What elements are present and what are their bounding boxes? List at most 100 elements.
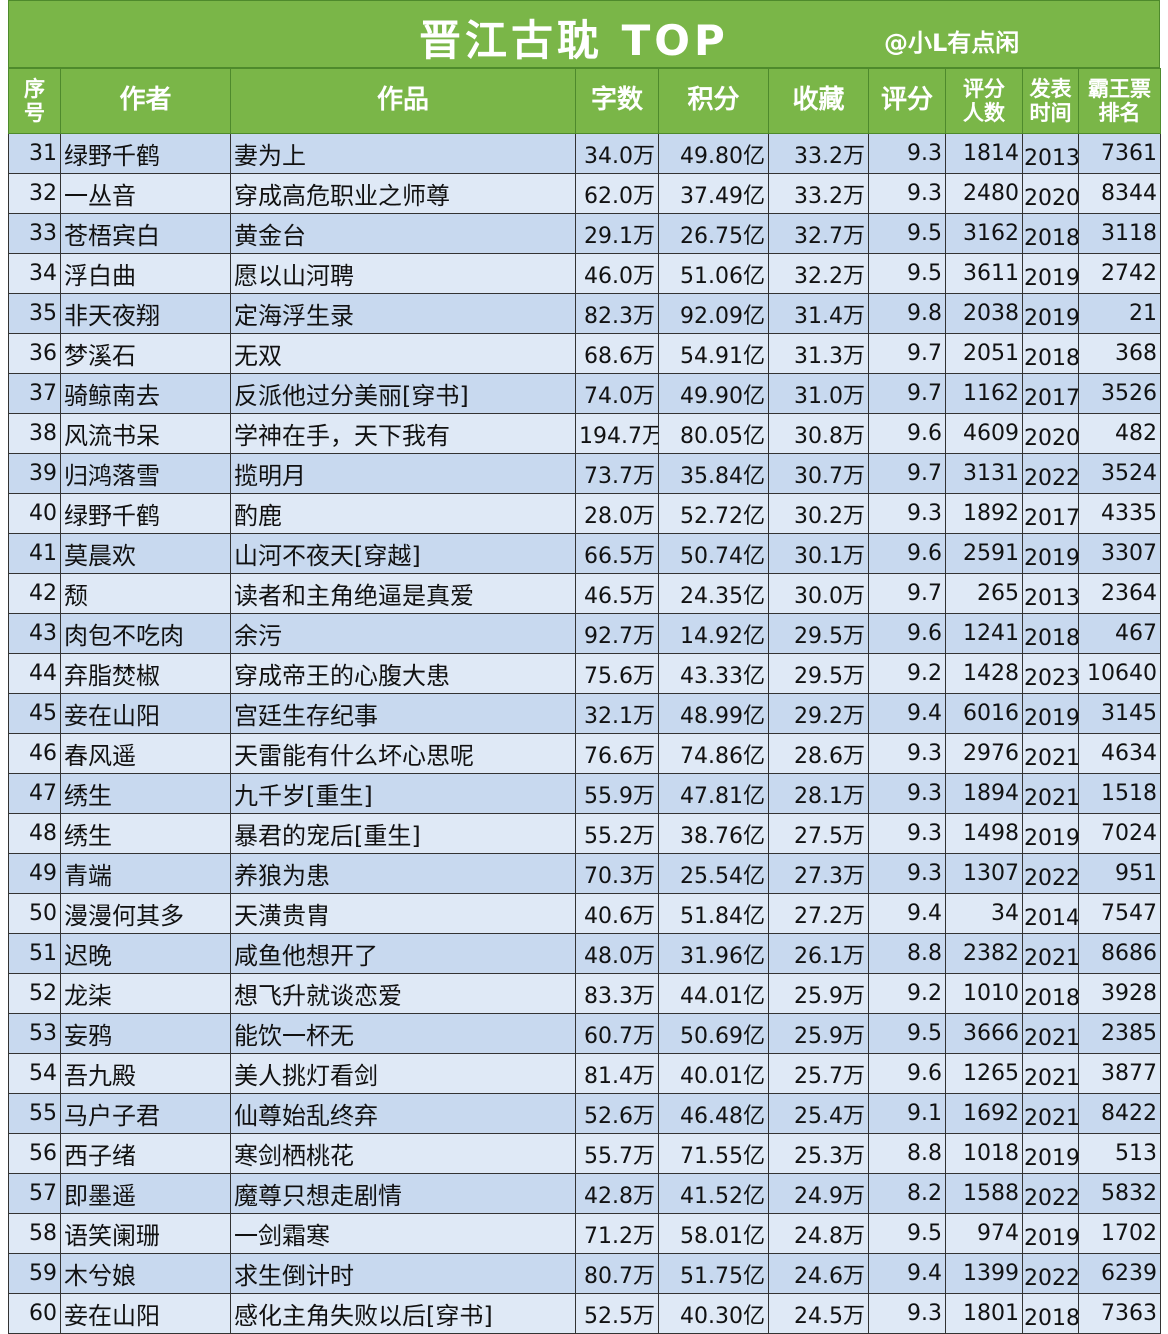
column-header: 作品 [230, 68, 576, 134]
table-cell: 33.2万 [768, 133, 869, 174]
table-cell: 51.75亿 [658, 1253, 769, 1294]
table-cell: 2014 [1022, 893, 1079, 934]
table-cell: 妄鸦 [60, 1013, 231, 1054]
table-cell: 57 [8, 1173, 61, 1214]
table-cell: 92.7万 [575, 613, 659, 654]
table-cell: 2022 [1022, 853, 1079, 894]
table-cell: 26.1万 [768, 933, 869, 974]
table-cell: 2023 [1022, 653, 1079, 694]
table-cell: 30.0万 [768, 573, 869, 614]
table-cell: 31.3万 [768, 333, 869, 374]
table-cell: 29.5万 [768, 653, 869, 694]
table-cell: 骑鲸南去 [60, 373, 231, 414]
table-cell: 52.72亿 [658, 493, 769, 534]
table-cell: 2022 [1022, 453, 1079, 494]
table-cell: 9.3 [868, 133, 946, 174]
table-cell: 2013 [1022, 133, 1079, 174]
table-cell: 2018 [1022, 333, 1079, 374]
table-cell: 194.7万 [575, 413, 659, 454]
table-cell: 2742 [1078, 253, 1161, 294]
table-cell: 8.2 [868, 1173, 946, 1214]
table-cell: 9.5 [868, 213, 946, 254]
table-cell: 35 [8, 293, 61, 334]
table-cell: 39 [8, 453, 61, 494]
table-cell: 3526 [1078, 373, 1161, 414]
table-cell: 482 [1078, 413, 1161, 454]
table-cell: 3145 [1078, 693, 1161, 734]
table-cell: 妻为上 [230, 133, 576, 174]
table-cell: 54 [8, 1053, 61, 1094]
table-cell: 51.84亿 [658, 893, 769, 934]
table-cell: 25.7万 [768, 1053, 869, 1094]
table-cell: 暴君的宠后[重生] [230, 813, 576, 854]
table-cell: 51 [8, 933, 61, 974]
table-cell: 妾在山阳 [60, 1293, 231, 1334]
table-cell: 4609 [945, 413, 1023, 454]
table-cell: 2480 [945, 173, 1023, 214]
table-cell: 颓 [60, 573, 231, 614]
table-cell: 34 [8, 253, 61, 294]
table-cell: 80.05亿 [658, 413, 769, 454]
table-cell: 山河不夜天[穿越] [230, 533, 576, 574]
table-cell: 2018 [1022, 213, 1079, 254]
table-cell: 41 [8, 533, 61, 574]
table-cell: 9.7 [868, 573, 946, 614]
table-cell: 60.7万 [575, 1013, 659, 1054]
table-cell: 9.6 [868, 1053, 946, 1094]
table-cell: 3307 [1078, 533, 1161, 574]
table-cell: 9.2 [868, 973, 946, 1014]
table-cell: 513 [1078, 1133, 1161, 1174]
table-cell: 弃脂焚椒 [60, 653, 231, 694]
table-cell: 九千岁[重生] [230, 773, 576, 814]
table-cell: 46.0万 [575, 253, 659, 294]
table-cell: 2019 [1022, 253, 1079, 294]
table-cell: 32.1万 [575, 693, 659, 734]
table-cell: 31.96亿 [658, 933, 769, 974]
table-cell: 即墨遥 [60, 1173, 231, 1214]
table-cell: 41.52亿 [658, 1173, 769, 1214]
table-cell: 83.3万 [575, 973, 659, 1014]
table-cell: 32.7万 [768, 213, 869, 254]
table-cell: 42 [8, 573, 61, 614]
table-cell: 想飞升就谈恋爱 [230, 973, 576, 1014]
table-cell: 55 [8, 1093, 61, 1134]
table-row: 53 妄鸦 能饮一杯无 60.7万 50.69亿 25.9万 9.5 3666 2021 2385 [8, 1013, 1161, 1054]
table-row: 36 梦溪石 无双 68.6万 54.91亿 31.3万 9.7 2051 2018 368 [8, 333, 1161, 374]
table-cell: 3118 [1078, 213, 1161, 254]
table-cell: 8344 [1078, 173, 1161, 214]
table-cell: 咸鱼他想开了 [230, 933, 576, 974]
table-cell: 29.5万 [768, 613, 869, 654]
column-header: 评分 [868, 68, 946, 134]
table-cell: 74.0万 [575, 373, 659, 414]
table-cell: 8686 [1078, 933, 1161, 974]
table-cell: 46.48亿 [658, 1093, 769, 1134]
column-header-text: 作品 [376, 85, 429, 116]
table-cell: 49.90亿 [658, 373, 769, 414]
table-cell: 1702 [1078, 1213, 1161, 1254]
table-cell: 2038 [945, 293, 1023, 334]
table-cell: 33 [8, 213, 61, 254]
table-cell: 1428 [945, 653, 1023, 694]
table-cell: 25.9万 [768, 1013, 869, 1054]
table-cell: 1894 [945, 773, 1023, 814]
column-header-text: 评分人数 [963, 76, 1005, 125]
table-cell: 38.76亿 [658, 813, 769, 854]
table-cell: 揽明月 [230, 453, 576, 494]
table-cell: 10640 [1078, 653, 1161, 694]
table-cell: 7363 [1078, 1293, 1161, 1334]
table-row: 31 绿野千鹤 妻为上 34.0万 49.80亿 33.2万 9.3 1814 2013 7361 [8, 133, 1161, 174]
table-cell: 46.5万 [575, 573, 659, 614]
table-cell: 25.54亿 [658, 853, 769, 894]
table-row: 35 非天夜翔 定海浮生录 82.3万 92.09亿 31.4万 9.8 2038 2019 21 [8, 293, 1161, 334]
table-cell: 24.5万 [768, 1293, 869, 1334]
table-cell: 9.3 [868, 1293, 946, 1334]
table-cell: 34 [945, 893, 1023, 934]
table-cell: 1692 [945, 1093, 1023, 1134]
table-cell: 25.9万 [768, 973, 869, 1014]
table-row: 60 妾在山阳 感化主角失败以后[穿书] 52.5万 40.30亿 24.5万 9.3 180… [8, 1293, 1161, 1334]
table-cell: 2976 [945, 733, 1023, 774]
table-cell: 9.6 [868, 413, 946, 454]
table-cell: 2018 [1022, 973, 1079, 1014]
table-cell: 3877 [1078, 1053, 1161, 1094]
table-cell: 2020 [1022, 173, 1079, 214]
